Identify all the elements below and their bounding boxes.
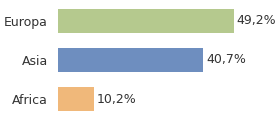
Text: 40,7%: 40,7% [206,54,246,66]
Text: 49,2%: 49,2% [237,14,276,27]
Bar [58,9,234,33]
Bar [58,87,94,111]
Text: 10,2%: 10,2% [97,93,137,106]
Bar [58,48,203,72]
